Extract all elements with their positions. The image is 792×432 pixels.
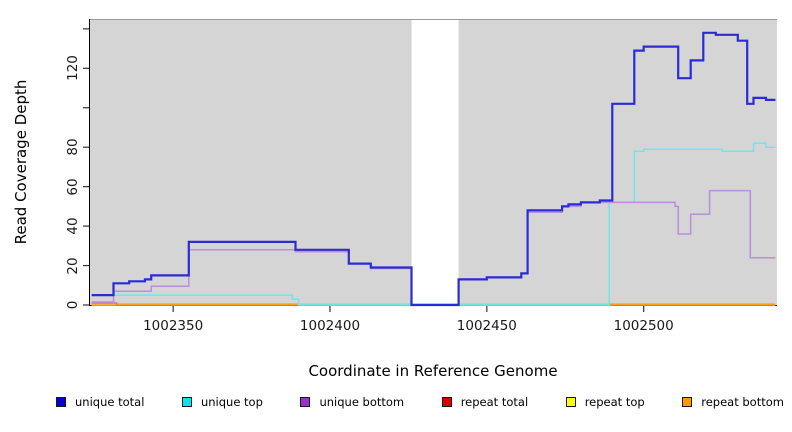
x-tick-label: 1002450 <box>456 318 517 334</box>
legend-swatch-icon <box>181 397 192 407</box>
legend-swatch-icon <box>56 397 66 407</box>
legend-label: repeat total <box>460 395 529 409</box>
legend-label: repeat top <box>584 395 645 409</box>
legend-item-unique-bottom: unique bottom <box>300 395 404 409</box>
legend-item-unique-total: unique total <box>56 395 144 409</box>
y-tick-label: 120 <box>65 55 81 82</box>
y-tick-label: 80 <box>65 138 81 156</box>
legend-swatch-icon <box>565 397 576 407</box>
legend-item-repeat-bottom: repeat bottom <box>682 395 784 409</box>
y-tick-label: 20 <box>65 256 81 275</box>
legend-item-unique-top: unique top <box>181 395 263 409</box>
legend-label: unique bottom <box>319 395 405 409</box>
legend-label: unique total <box>75 395 145 409</box>
y-axis-title: Read Coverage Depth <box>12 79 30 245</box>
legend-label: unique top <box>200 395 263 409</box>
x-tick-label: 1002500 <box>613 318 674 334</box>
series-line-unique-top <box>91 142 776 306</box>
legend-swatch-icon <box>682 397 693 407</box>
legend: unique total unique top unique bottom repea… <box>0 395 792 409</box>
y-tick-label: 0 <box>65 300 81 310</box>
y-tick-label: 40 <box>65 217 81 235</box>
y-tick-label: 60 <box>65 178 81 196</box>
x-axis-title: Coordinate in Reference Genome <box>308 362 558 380</box>
legend-item-repeat-top: repeat top <box>565 395 645 409</box>
coverage-gap-band <box>411 20 459 305</box>
x-tick-label: 1002400 <box>299 318 361 334</box>
legend-item-repeat-total: repeat total <box>441 395 529 409</box>
legend-swatch-icon <box>441 397 452 407</box>
x-tick-label: 1002350 <box>143 318 204 334</box>
legend-swatch-icon <box>300 397 311 407</box>
legend-label: repeat bottom <box>701 395 784 409</box>
series-line-unique-total <box>91 31 776 307</box>
